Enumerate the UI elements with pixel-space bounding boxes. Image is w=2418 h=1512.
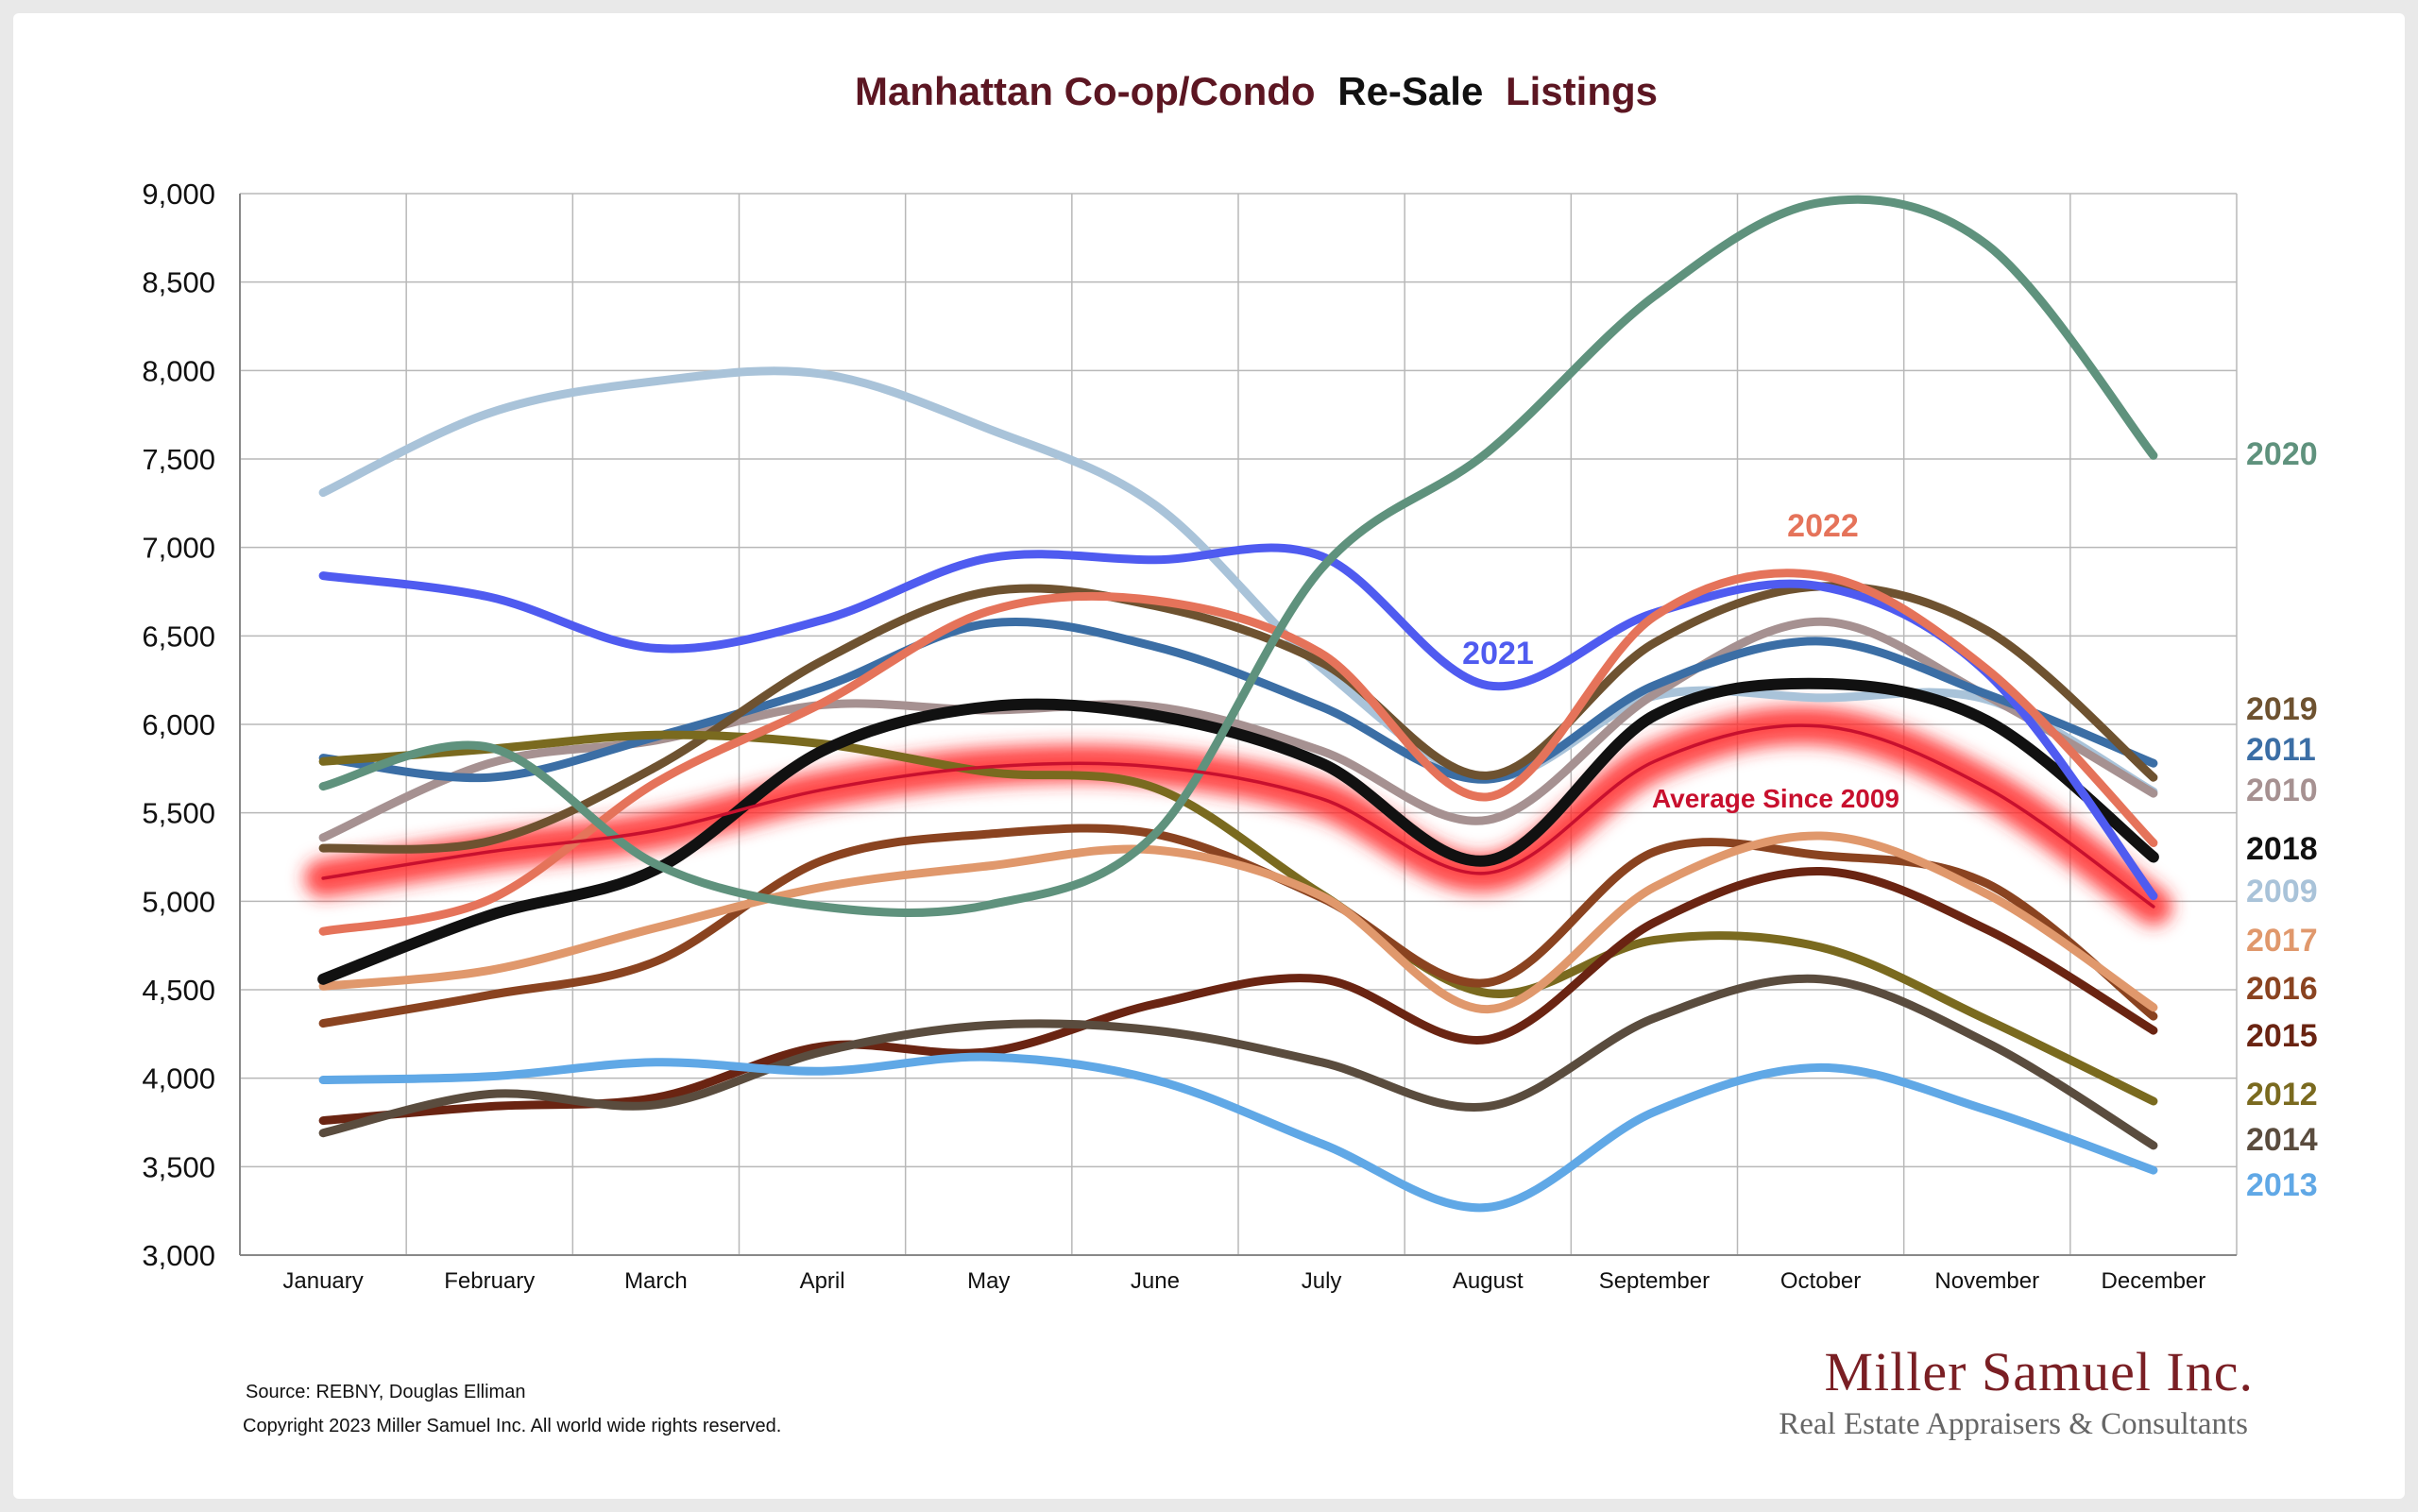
y-tick-label: 3,500 [142,1150,215,1183]
x-tick-label: January [282,1268,363,1294]
series-line-2022 [318,569,2158,936]
series-line-2012 [318,730,2158,1106]
y-axis: 3,000 3,500 4,000 4,500 5,000 5,500 6,000 6,500… [142,178,215,1272]
x-tick-label: November [1934,1268,2039,1294]
y-tick-label: 6,000 [142,708,215,741]
y-tick-label: 4,500 [142,974,215,1007]
y-tick-label: 5,500 [142,797,215,830]
series-line-2014 [318,974,2158,1150]
series-label-2017: 2017 [2246,923,2318,959]
x-axis: January February March April May June July Augu… [282,1268,2205,1294]
x-tick-label: September [1599,1268,1710,1294]
x-tick-label: July [1302,1268,1342,1294]
y-tick-label: 8,500 [142,266,215,299]
y-tick-label: 5,000 [142,885,215,918]
series-line-2020 [318,195,2158,918]
y-tick-label: 3,000 [142,1239,215,1272]
title-part-2: Re-Sale [1337,69,1483,113]
series-label-2012: 2012 [2246,1077,2318,1113]
y-tick-label: 4,000 [142,1062,215,1096]
x-tick-label: June [1131,1268,1180,1294]
title-part-3: Listings [1506,69,1658,113]
x-tick-label: February [444,1268,535,1294]
series-label-2010: 2010 [2246,773,2318,808]
series-line-2009 [318,366,2158,796]
series-line-2017 [318,831,2158,1014]
copyright-note: Copyright 2023 Miller Samuel Inc. All wo… [243,1416,781,1436]
x-tick-label: May [967,1268,1010,1294]
source-note: Source: REBNY, Douglas Elliman [246,1382,525,1402]
x-tick-label: August [1453,1268,1524,1294]
y-tick-label: 7,000 [142,532,215,565]
series-line-2015 [318,866,2158,1126]
x-tick-label: April [800,1268,845,1294]
series-label-2011: 2011 [2246,732,2316,768]
brand-logo: Miller Samuel Inc. [1824,1341,2254,1402]
series-label-2016: 2016 [2246,971,2318,1007]
series-line-average [321,723,2155,909]
y-tick-label: 9,000 [142,178,215,211]
y-tick-label: 8,000 [142,354,215,387]
series-line-2018 [317,677,2159,985]
series-label-2019: 2019 [2246,691,2318,727]
series-label-2020: 2020 [2246,436,2318,472]
series-line-2013 [318,1052,2158,1213]
y-tick-label: 6,500 [142,620,215,653]
series-label-2021: 2021 [1462,636,1534,671]
series-label-2022: 2022 [1787,508,1859,544]
series-label-2009: 2009 [2246,874,2318,909]
y-tick-label: 7,500 [142,443,215,476]
series-label-2014: 2014 [2246,1122,2318,1158]
chart-title: Manhattan Co-op/Condo Re-Sale Listings [855,69,1658,113]
series-label-2013: 2013 [2246,1167,2318,1203]
series-lines [317,195,2159,1213]
series-line-2021 [318,543,2158,901]
x-tick-label: October [1780,1268,1861,1294]
series-label-2018: 2018 [2246,831,2318,867]
series-labels: 2020 2019 2011 2010 2018 2009 2017 2016 2015 2012… [1462,436,2318,1203]
title-part-1: Manhattan Co-op/Condo [855,69,1316,113]
x-tick-label: March [624,1268,688,1294]
series-label-2015: 2015 [2246,1018,2318,1054]
brand-tagline: Real Estate Appraisers & Consultants [1779,1407,2248,1441]
x-tick-label: December [2102,1268,2206,1294]
series-label-average: Average Since 2009 [1652,784,1899,813]
